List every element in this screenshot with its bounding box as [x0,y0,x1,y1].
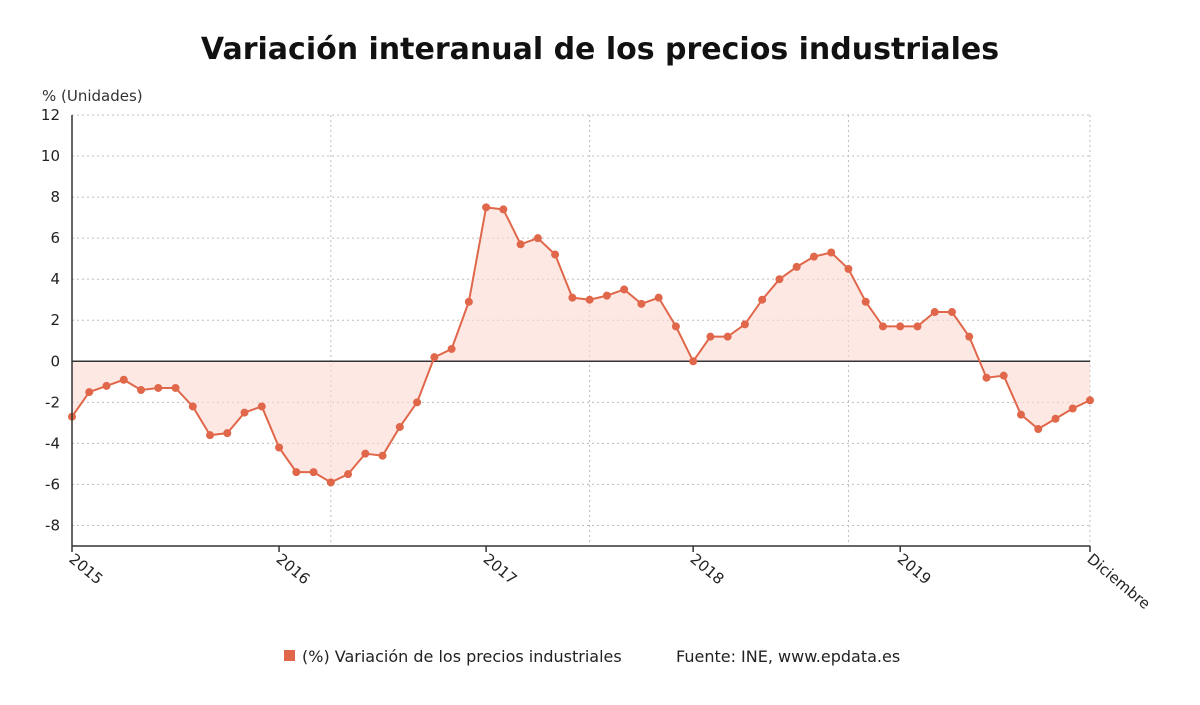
legend-label: (%) Variación de los precios industriale… [302,647,622,666]
data-point [602,291,611,300]
y-tick-label: 12 [41,106,60,124]
data-point [844,264,853,273]
data-point [257,402,266,411]
data-point [913,322,922,331]
source-label: Fuente: INE, www.epdata.es [676,647,900,666]
data-point [102,381,111,390]
y-tick-label: 10 [41,147,60,165]
data-point [827,248,836,257]
data-point [413,398,422,407]
data-point [361,449,370,458]
data-point [482,203,491,212]
data-point [723,332,732,341]
data-point [792,262,801,271]
y-tick-label: -6 [45,475,60,493]
y-tick-label: 6 [50,229,60,247]
y-tick-label: 4 [50,270,60,288]
data-point [378,451,387,460]
data-point [654,293,663,302]
data-point [533,234,542,243]
data-point [188,402,197,411]
data-point [171,383,180,392]
x-tick-label: 2017 [480,550,521,588]
data-point [85,388,94,397]
y-tick-labels: 12 10 8 6 4 2 0 -2 -4 -6 -8 [41,106,60,534]
data-point [585,295,594,304]
data-point [154,383,163,392]
data-point [447,344,456,353]
data-point [551,250,560,259]
y-tick-label: -8 [45,516,60,534]
area-fill [72,207,1090,483]
data-point [223,429,232,438]
x-tick-labels: 2015 2016 2017 2018 2019 Diciembre [66,550,1154,613]
y-tick-label: -2 [45,393,60,411]
data-point [637,299,646,308]
data-point [206,431,215,440]
data-point [137,386,146,395]
data-point [809,252,818,261]
data-point [878,322,887,331]
data-point [430,353,439,362]
data-point [689,357,698,366]
legend-swatch [284,650,295,661]
data-point [1086,396,1094,405]
data-point [326,478,335,487]
data-point [240,408,249,417]
x-tick-label: 2015 [66,550,107,588]
data-point [516,240,525,249]
data-point [1016,410,1025,419]
data-point [947,308,956,317]
data-points [68,203,1094,487]
data-point [275,443,284,452]
data-point [464,297,473,306]
y-tick-label: 0 [50,352,60,370]
data-point [1068,404,1077,413]
data-point [740,320,749,329]
data-point [965,332,974,341]
data-point [999,371,1008,380]
area-path [72,207,1090,483]
chart-title: Variación interanual de los precios indu… [201,32,999,67]
data-point [671,322,680,331]
legend: (%) Variación de los precios industriale… [284,647,900,666]
data-point [706,332,715,341]
data-point [292,468,301,477]
y-axis-label: % (Unidades) [42,87,143,105]
data-point [1034,425,1043,434]
data-point [568,293,577,302]
x-tick-label: 2016 [273,550,314,588]
data-point [758,295,767,304]
data-point [982,373,991,382]
data-point [930,308,939,317]
y-tick-label: -4 [45,434,60,452]
data-point [344,470,353,479]
data-point [620,285,629,294]
x-tick-label: 2019 [894,550,935,588]
data-point [309,468,318,477]
x-tick-label: Diciembre [1084,550,1154,613]
data-point [861,297,870,306]
data-point [395,422,404,431]
data-point [775,275,784,284]
data-point [1051,414,1060,423]
axes [71,115,1091,552]
y-tick-label: 8 [50,188,60,206]
x-tick-label: 2018 [687,550,728,588]
data-point [896,322,905,331]
data-point [499,205,508,214]
data-point [119,375,128,384]
y-tick-label: 2 [50,311,60,329]
